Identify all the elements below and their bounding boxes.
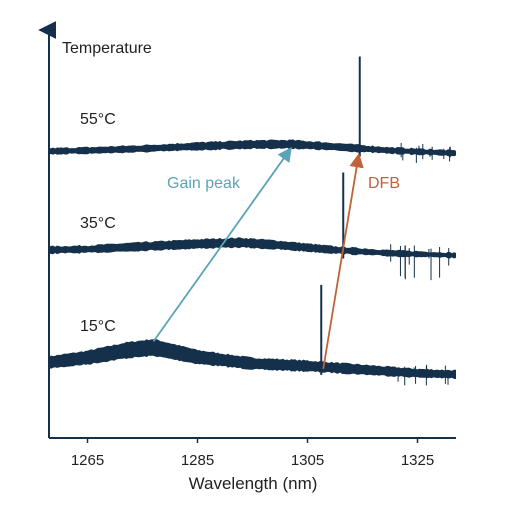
series-label-15: 15°C — [80, 318, 116, 335]
x-tick-label-0: 1265 — [71, 452, 104, 469]
spectrum-trace-0 — [49, 339, 456, 379]
x-axis-label: Wavelength (nm) — [189, 474, 318, 493]
gain-peak-arrow — [152, 147, 292, 342]
spectrum-trace-1 — [49, 237, 456, 259]
dfb-arrow — [322, 153, 364, 370]
gain-peak-label: Gain peak — [167, 175, 241, 192]
series-label-35: 35°C — [80, 215, 116, 232]
dfb-label: DFB — [368, 175, 400, 192]
spectra-layer — [49, 56, 456, 386]
x-tick-label-1: 1285 — [181, 452, 214, 469]
x-tick-layer: 1265 1285 1305 1325 — [71, 438, 434, 469]
series-label-55: 55°C — [80, 111, 116, 128]
x-tick-label-3: 1325 — [401, 452, 434, 469]
spectrum-trace-2 — [49, 139, 456, 157]
y-axis-label: Temperature — [62, 40, 152, 57]
x-tick-label-2: 1305 — [291, 452, 324, 469]
